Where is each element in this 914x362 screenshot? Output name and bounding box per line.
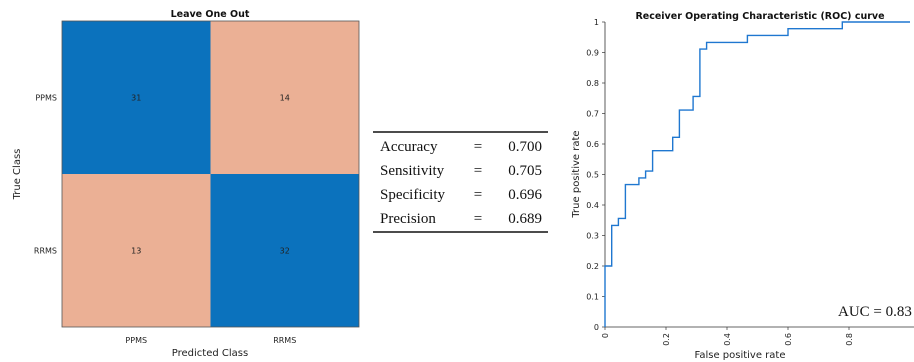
auc-annotation: AUC = 0.83	[838, 304, 912, 320]
confusion-matrix: Leave One Out 31 14 13 32 PPMS RRMS PPMS RRMS…	[12, 9, 360, 359]
confusion-matrix-frame	[61, 20, 360, 328]
y-tick-label: 0.1	[586, 293, 599, 302]
metrics-table: Accuracy = 0.700 Sensitivity = 0.705 Specifici…	[373, 131, 548, 233]
metric-equals: =	[474, 163, 482, 179]
roc-chart: Receiver Operating Characteristic (ROC) …	[571, 11, 914, 361]
y-tick-label: 0	[594, 323, 599, 332]
y-tick-label: 0.8	[586, 79, 599, 88]
x-tick-label: 0.8	[845, 333, 854, 346]
y-tick-label: 0.4	[586, 201, 599, 210]
y-tick-label: 0.2	[586, 262, 599, 271]
matrix-cell-value: 13	[131, 247, 141, 256]
y-tick-label: 0.3	[586, 232, 599, 241]
metric-value: 0.700	[508, 139, 542, 155]
metric-name: Precision	[380, 211, 436, 227]
x-tick-label: PPMS	[125, 336, 147, 345]
matrix-cell-value: 14	[280, 94, 290, 103]
roc-ylabel: True positive rate	[571, 130, 582, 218]
matrix-cell	[210, 21, 359, 174]
x-tick-label: 0	[601, 333, 610, 338]
confusion-matrix-ylabel: True Class	[12, 149, 23, 201]
roc-curve-line	[604, 21, 910, 327]
y-tick-label: 0.7	[586, 110, 599, 119]
metric-value: 0.689	[508, 211, 542, 227]
metric-equals: =	[474, 211, 482, 227]
x-tick-label: 0.2	[662, 333, 671, 346]
metric-equals: =	[474, 139, 482, 155]
y-tick-label: RRMS	[34, 247, 57, 256]
matrix-cell	[210, 174, 359, 327]
y-tick-label: 0.6	[586, 140, 599, 149]
roc-xlabel: False positive rate	[695, 350, 786, 361]
metric-value: 0.705	[508, 163, 542, 179]
x-tick-label: 0.6	[784, 333, 793, 346]
x-tick-label: 0.4	[723, 333, 732, 346]
x-tick-label: RRMS	[273, 336, 296, 345]
y-tick-label: 0.5	[586, 171, 599, 180]
metric-equals: =	[474, 187, 482, 203]
confusion-matrix-title: Leave One Out	[171, 9, 250, 20]
confusion-matrix-xlabel: Predicted Class	[172, 348, 248, 359]
roc-title: Receiver Operating Characteristic (ROC) …	[635, 11, 884, 22]
matrix-cell	[62, 21, 211, 174]
metric-name: Sensitivity	[380, 163, 445, 179]
metric-name: Accuracy	[380, 139, 438, 155]
matrix-cell	[62, 174, 211, 327]
matrix-cell-value: 31	[131, 94, 141, 103]
y-tick-label: 0.9	[586, 49, 599, 58]
y-tick-label: PPMS	[35, 94, 57, 103]
metric-name: Specificity	[380, 187, 445, 203]
y-tick-label: 1	[594, 18, 599, 27]
matrix-cell-value: 32	[280, 247, 290, 256]
metric-value: 0.696	[508, 187, 542, 203]
